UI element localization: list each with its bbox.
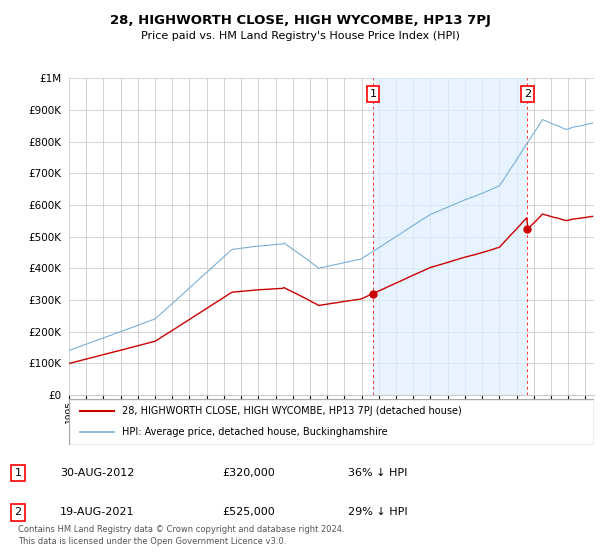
Text: 19-AUG-2021: 19-AUG-2021 (60, 507, 134, 517)
Text: 2: 2 (524, 89, 531, 99)
Text: £525,000: £525,000 (222, 507, 275, 517)
Text: 1: 1 (14, 468, 22, 478)
Text: 1: 1 (370, 89, 377, 99)
Text: 28, HIGHWORTH CLOSE, HIGH WYCOMBE, HP13 7PJ: 28, HIGHWORTH CLOSE, HIGH WYCOMBE, HP13 … (110, 14, 490, 27)
Text: 29% ↓ HPI: 29% ↓ HPI (348, 507, 407, 517)
Text: 36% ↓ HPI: 36% ↓ HPI (348, 468, 407, 478)
Text: £320,000: £320,000 (222, 468, 275, 478)
Text: 30-AUG-2012: 30-AUG-2012 (60, 468, 134, 478)
Bar (373, 78, 527, 395)
Text: HPI: Average price, detached house, Buckinghamshire: HPI: Average price, detached house, Buck… (121, 427, 387, 437)
Text: Price paid vs. HM Land Registry's House Price Index (HPI): Price paid vs. HM Land Registry's House … (140, 31, 460, 41)
Text: 28, HIGHWORTH CLOSE, HIGH WYCOMBE, HP13 7PJ (detached house): 28, HIGHWORTH CLOSE, HIGH WYCOMBE, HP13 … (121, 406, 461, 416)
Text: 2: 2 (14, 507, 22, 517)
Text: Contains HM Land Registry data © Crown copyright and database right 2024.
This d: Contains HM Land Registry data © Crown c… (18, 525, 344, 546)
